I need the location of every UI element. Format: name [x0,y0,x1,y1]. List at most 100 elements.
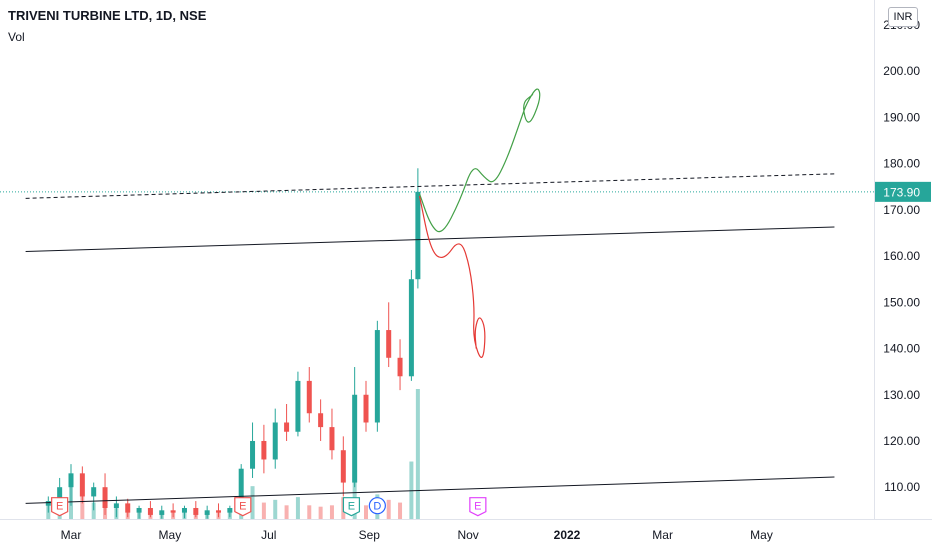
candle-body [261,440,267,460]
price-tick-label: 180.00 [883,157,920,171]
event-marker-e[interactable]: E [51,497,69,517]
candle-body [386,330,392,358]
event-label: E [348,501,355,513]
candle-body [45,501,51,506]
candle-body [352,394,358,483]
freehand-drawings[interactable] [418,88,541,358]
volume-bar [261,502,266,519]
time-tick-label: 2022 [554,528,581,542]
price-tick-label: 140.00 [883,342,920,356]
candle-body [408,279,414,377]
price-tick-label: 130.00 [883,388,920,402]
event-badge [342,497,361,517]
event-marker-e[interactable]: E [234,497,252,517]
candle-body [159,510,165,515]
price-tick-label: 150.00 [883,295,920,309]
drawing-bearish-path[interactable] [418,195,486,358]
time-tick-label: Mar [652,528,673,542]
candle-body [397,357,403,377]
time-tick-label: Mar [61,528,82,542]
volume-bar [386,499,391,519]
volume-bar [329,505,334,519]
candle-body [68,473,74,488]
time-tick-label: Nov [457,528,478,542]
event-marker-d[interactable]: D [368,497,386,515]
candle-body [216,510,222,513]
volume-bar [284,505,289,519]
time-axis[interactable]: Mar May Jul Sep Nov 2022 Mar May [0,519,932,543]
volume-bar [409,461,414,519]
event-badge [368,497,386,515]
last-price-label: 173.90 [883,185,920,199]
price-tick-label: 110.00 [884,480,920,494]
price-tick-label: 120.00 [883,434,920,448]
price-tick-label: 190.00 [883,110,920,124]
price-tick-label: 200.00 [883,64,920,78]
candle-body [329,427,335,451]
price-axis[interactable]: 210.00200.00190.00180.00170.00160.00150.… [874,0,932,519]
event-label: D [373,501,381,513]
candle-body [125,503,131,513]
candle-body [363,394,369,423]
volume-bar [91,502,96,519]
candle-body [284,422,290,432]
event-badge [234,497,252,517]
last-price-tag[interactable] [875,181,931,202]
volume-bar [80,494,85,519]
candlestick-series [45,168,421,519]
candle-body [170,510,176,513]
candle-body [204,510,210,515]
volume-bar [295,497,300,519]
candle-body [272,422,278,460]
event-badge [51,497,69,517]
candle-body [374,330,380,423]
candle-body [250,440,256,469]
trendlines[interactable] [0,173,874,504]
candle-body [136,507,142,513]
price-tick-label: 160.00 [883,249,920,263]
candle-body [318,413,324,428]
candle-body [147,507,153,515]
volume-bar [364,505,369,519]
event-marker-e[interactable]: E [469,497,487,517]
event-label: E [56,501,63,513]
volume-bar [318,506,323,519]
trendline-lower-solid[interactable] [25,476,835,504]
candle-body [340,450,346,483]
trendline-middle-solid[interactable] [25,226,835,252]
symbol-title[interactable]: TRIVENI TURBINE LTD, 1D, NSE [8,8,207,23]
candle-body [227,507,233,513]
event-badge [469,497,487,517]
volume-bar [307,505,312,519]
volume-bar [250,486,255,519]
candle-body [193,507,199,515]
candle-body [238,468,244,508]
drawing-bullish-path[interactable] [418,88,541,233]
time-tick-label: Jul [261,528,276,542]
time-tick-label: Sep [359,528,381,542]
volume-bar [398,502,403,519]
candle-body [181,507,187,513]
event-label: E [239,501,246,513]
candle-body [57,487,63,502]
candle-body [415,191,421,280]
candle-body [91,487,97,497]
time-tick-label: May [159,528,182,542]
price-tick-label: 170.00 [883,203,920,217]
candle-body [295,380,301,432]
volume-bar [273,499,278,519]
candle-body [113,503,119,508]
time-tick-label: May [750,528,773,542]
candle-body [102,487,108,508]
trendline-upper-dashed[interactable] [25,173,835,199]
currency-badge[interactable]: INR [888,7,918,27]
candle-body [306,380,312,414]
volume-bar [415,389,420,519]
event-marker-e[interactable]: E [342,497,361,517]
volume-legend[interactable]: Vol [8,30,25,44]
candle-body [79,473,85,497]
event-label: E [474,501,481,513]
